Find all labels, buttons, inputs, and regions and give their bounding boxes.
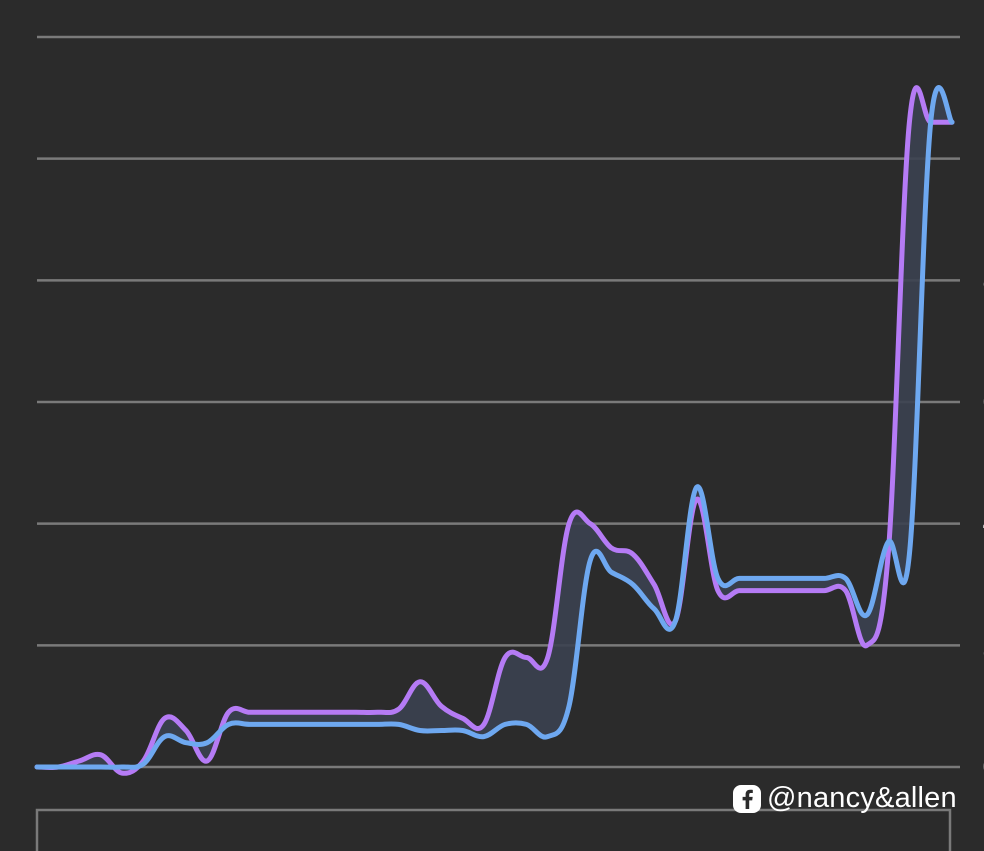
series-line-purple — [34, 85, 955, 776]
series-line-blue — [34, 85, 955, 770]
y-tick-labels: 0 2 4 6 8 — [982, 266, 984, 783]
y-tick-label: 4 — [982, 510, 984, 540]
bottom-frame — [35, 808, 952, 851]
y-tick-label: 8 — [982, 266, 984, 296]
y-tick-label: 0 — [982, 753, 984, 783]
watermark: @nancy&allen — [732, 782, 957, 815]
series-lines — [34, 85, 955, 776]
facebook-icon — [733, 784, 761, 813]
y-tick-label: 6 — [982, 388, 984, 418]
series-gap-fill — [37, 87, 952, 774]
y-tick-label: 2 — [982, 631, 984, 661]
watermark-text: @nancy&allen — [767, 782, 957, 814]
frame-border — [35, 808, 952, 851]
grid-lines — [37, 35, 960, 769]
series-gap-band — [37, 87, 952, 774]
